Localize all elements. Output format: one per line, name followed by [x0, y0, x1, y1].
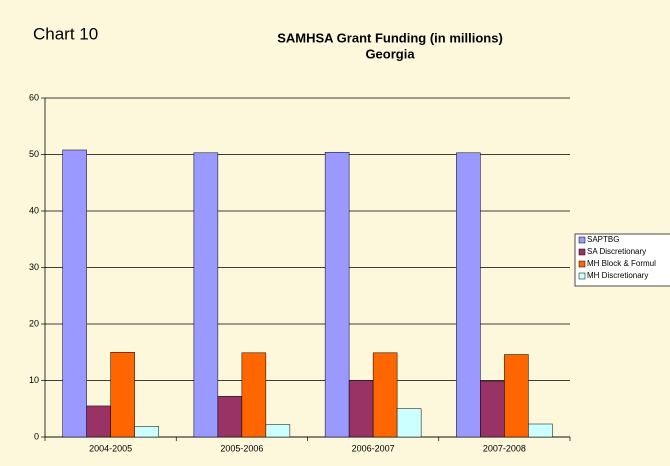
legend-swatch	[578, 236, 586, 244]
y-tick-label: 50	[29, 149, 39, 159]
legend-label: SA Discretionary	[587, 247, 646, 256]
legend-label: MH Block & Formul	[587, 259, 656, 268]
bar	[324, 151, 350, 438]
legend-swatch	[578, 260, 586, 268]
y-tick-label: 40	[29, 205, 39, 215]
chart-subtitle: Georgia	[365, 46, 415, 61]
x-tick-label: 2007-2008	[483, 443, 526, 453]
legend-label: SAPTBG	[587, 235, 619, 244]
bar	[241, 352, 267, 438]
y-tick-label: 20	[29, 318, 39, 328]
bar	[504, 354, 529, 438]
chart-title: SAMHSA Grant Funding (in millions)	[277, 30, 503, 45]
bar	[86, 405, 111, 438]
y-tick-label: 30	[29, 262, 39, 272]
bar	[528, 423, 553, 438]
bar	[456, 152, 481, 438]
y-tick-label: 0	[34, 431, 39, 441]
bar	[62, 149, 87, 438]
bar	[348, 380, 374, 438]
chart-label: Chart 10	[33, 24, 98, 43]
bar	[372, 352, 398, 438]
bar	[480, 380, 505, 438]
bar	[396, 408, 422, 438]
legend-label: MH Discretionary	[587, 271, 648, 280]
x-tick-label: 2006-2007	[352, 443, 395, 453]
bar	[265, 424, 291, 438]
y-tick-label: 60	[29, 92, 39, 102]
bar	[217, 396, 243, 438]
bar	[110, 352, 135, 438]
legend-box	[574, 233, 670, 287]
x-tick-label: 2004-2005	[89, 443, 132, 453]
x-tick-label: 2005-2006	[220, 443, 263, 453]
legend-swatch	[578, 248, 586, 256]
bar	[134, 426, 159, 438]
y-tick-label: 10	[29, 375, 39, 385]
legend-swatch	[578, 272, 586, 280]
bar	[193, 152, 219, 438]
